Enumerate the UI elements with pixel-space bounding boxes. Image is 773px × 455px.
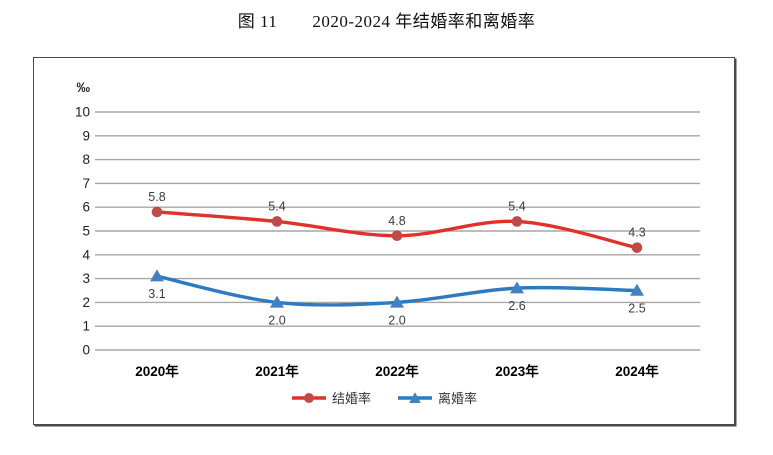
data-label: 2.0 bbox=[268, 313, 285, 327]
y-axis-tick-label: 0 bbox=[82, 343, 90, 358]
marriage-rate-line-circle-icon bbox=[291, 392, 326, 403]
data-point-marker bbox=[390, 295, 404, 308]
y-axis-tick-label: 10 bbox=[75, 105, 90, 120]
y-axis-tick-label: 9 bbox=[82, 128, 90, 143]
y-axis-tick-label: 1 bbox=[82, 319, 90, 334]
data-label: 5.4 bbox=[508, 199, 525, 213]
data-label: 2.5 bbox=[628, 302, 645, 316]
legend-label-divorce-rate: 离婚率 bbox=[438, 391, 478, 406]
y-axis-tick-label: 2 bbox=[82, 295, 90, 310]
x-axis-tick-label: 2020年 bbox=[135, 363, 179, 379]
data-label: 2.6 bbox=[508, 299, 525, 313]
data-label: 5.8 bbox=[148, 190, 165, 204]
line-chart: 0 1 2 3 4 5 6 7 8 9 10 ‰ 2020年 2021年 2022年 2023年 2024年 5.… bbox=[75, 80, 700, 379]
data-point-marker bbox=[631, 242, 643, 253]
data-point-marker bbox=[511, 216, 523, 227]
y-axis-tick-label: 8 bbox=[82, 152, 90, 167]
data-label: 4.3 bbox=[628, 226, 645, 240]
chart-panel: 0 1 2 3 4 5 6 7 8 9 10 ‰ 2020年 2021年 2022年 2023年 2024年 5.… bbox=[33, 57, 735, 425]
divorce-rate-line-triangle-icon bbox=[398, 391, 432, 403]
y-axis-tick-label: 7 bbox=[82, 176, 90, 191]
data-point-marker bbox=[151, 206, 163, 218]
y-axis-tick-label: 3 bbox=[82, 271, 90, 286]
data-label: 4.8 bbox=[388, 214, 405, 228]
legend-item-marriage-rate: 结婚率 bbox=[291, 388, 371, 407]
legend-label-marriage-rate: 结婚率 bbox=[331, 391, 371, 406]
data-label: 3.1 bbox=[148, 287, 165, 301]
chart-legend: 结婚率 离婚率 bbox=[34, 388, 734, 407]
data-point-marker bbox=[510, 281, 524, 294]
x-axis-tick-label: 2022年 bbox=[375, 363, 419, 379]
data-point-marker bbox=[271, 216, 283, 227]
data-label: 2.0 bbox=[388, 313, 405, 327]
y-axis-tick-label: 4 bbox=[82, 247, 90, 262]
chart-title: 图 11 2020-2024 年结婚率和离婚率 bbox=[237, 12, 536, 31]
x-axis-tick-label: 2021年 bbox=[255, 363, 299, 379]
legend-item-divorce-rate: 离婚率 bbox=[397, 388, 477, 407]
y-axis-unit-label: ‰ bbox=[77, 80, 91, 95]
y-axis-tick-label: 5 bbox=[82, 224, 90, 239]
x-axis-tick-label: 2024年 bbox=[615, 363, 659, 379]
y-axis-tick-label: 6 bbox=[82, 200, 90, 215]
x-axis-tick-label: 2023年 bbox=[495, 363, 539, 379]
data-point-marker bbox=[270, 295, 284, 308]
data-point-marker bbox=[150, 269, 164, 282]
data-point-marker bbox=[630, 283, 644, 296]
data-label: 5.4 bbox=[268, 199, 285, 213]
data-point-marker bbox=[391, 230, 403, 242]
